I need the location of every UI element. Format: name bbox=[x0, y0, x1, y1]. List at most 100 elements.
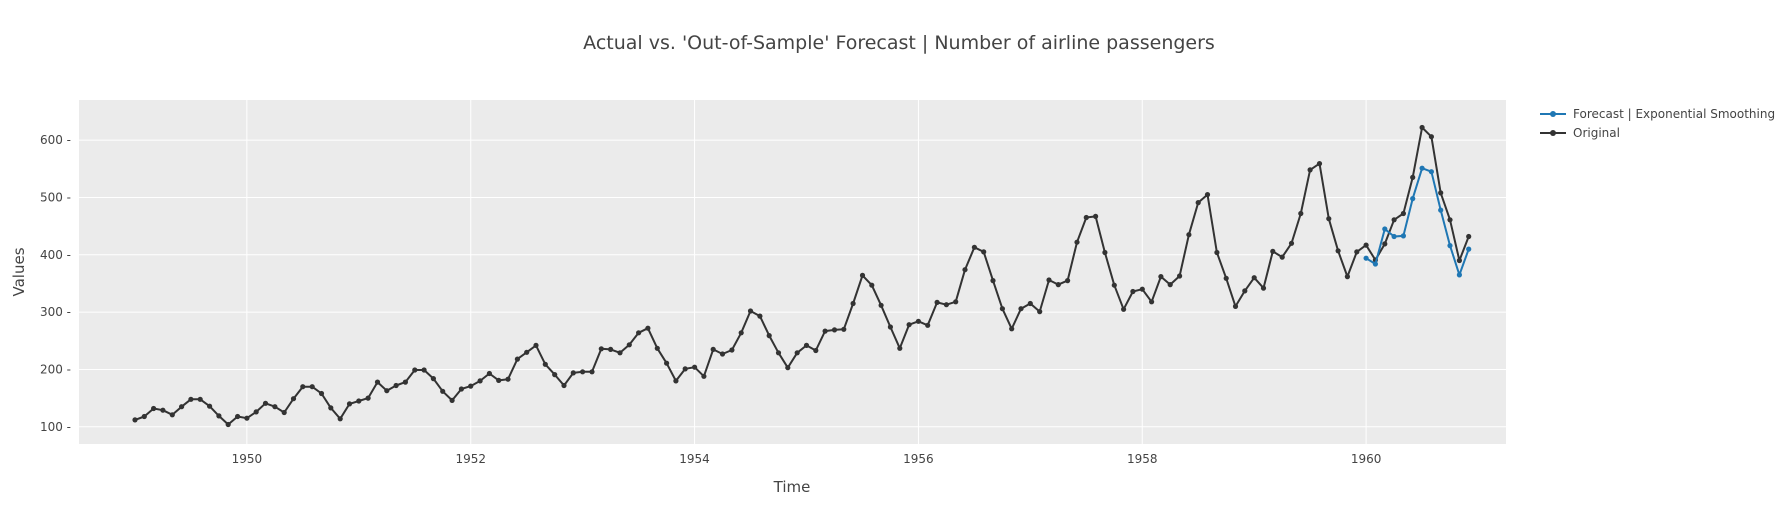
data-point-original[interactable] bbox=[514, 356, 521, 362]
legend-item-forecast[interactable]: Forecast | Exponential Smoothing bbox=[1540, 107, 1775, 121]
data-point-original[interactable] bbox=[468, 383, 474, 389]
data-point-forecast[interactable] bbox=[1410, 196, 1416, 202]
data-point-original[interactable] bbox=[393, 382, 399, 389]
data-point-original[interactable] bbox=[496, 377, 502, 383]
data-point-original[interactable] bbox=[1074, 239, 1080, 245]
data-point-original[interactable] bbox=[906, 322, 912, 328]
data-point-original[interactable] bbox=[1195, 200, 1201, 206]
data-point-original[interactable] bbox=[1270, 248, 1276, 254]
data-point-original[interactable] bbox=[747, 308, 754, 314]
legend-item-original[interactable]: Original bbox=[1540, 126, 1620, 140]
data-point-original[interactable] bbox=[505, 376, 511, 382]
data-point-original[interactable] bbox=[197, 396, 203, 402]
data-point-original[interactable] bbox=[1326, 216, 1332, 222]
data-point-original[interactable] bbox=[962, 267, 968, 273]
data-point-forecast[interactable] bbox=[1391, 233, 1397, 240]
data-point-original[interactable] bbox=[1428, 134, 1434, 140]
data-point-original[interactable] bbox=[440, 388, 446, 394]
data-point-original[interactable] bbox=[813, 347, 819, 354]
data-point-original[interactable] bbox=[1083, 214, 1089, 221]
data-point-original[interactable] bbox=[1186, 232, 1192, 238]
data-point-original[interactable] bbox=[1018, 306, 1024, 312]
data-point-original[interactable] bbox=[1251, 275, 1257, 281]
data-point-original[interactable] bbox=[1344, 274, 1350, 280]
data-point-original[interactable] bbox=[561, 382, 567, 389]
data-point-original[interactable] bbox=[589, 369, 595, 375]
data-point-forecast[interactable] bbox=[1372, 261, 1378, 267]
data-point-original[interactable] bbox=[542, 361, 548, 367]
data-point-original[interactable] bbox=[318, 390, 325, 397]
data-point-original[interactable] bbox=[971, 244, 978, 250]
data-point-original[interactable] bbox=[850, 300, 856, 307]
data-point-forecast[interactable] bbox=[1363, 255, 1369, 261]
data-point-original[interactable] bbox=[608, 346, 614, 352]
data-point-original[interactable] bbox=[598, 346, 604, 352]
data-point-original[interactable] bbox=[925, 322, 931, 328]
data-point-original[interactable] bbox=[1298, 210, 1304, 217]
data-point-original[interactable] bbox=[151, 405, 157, 412]
data-point-original[interactable] bbox=[1121, 306, 1127, 312]
data-point-original[interactable] bbox=[766, 333, 772, 339]
data-point-original[interactable] bbox=[290, 396, 297, 402]
data-point-original[interactable] bbox=[262, 400, 269, 406]
data-point-original[interactable] bbox=[1223, 275, 1229, 281]
data-point-original[interactable] bbox=[654, 345, 660, 351]
data-point-original[interactable] bbox=[934, 299, 940, 305]
data-point-original[interactable] bbox=[887, 324, 894, 330]
data-point-original[interactable] bbox=[346, 401, 353, 407]
data-point-original[interactable] bbox=[328, 405, 334, 411]
data-point-original[interactable] bbox=[943, 302, 950, 308]
data-point-original[interactable] bbox=[757, 313, 763, 319]
data-point-original[interactable] bbox=[1009, 326, 1015, 332]
data-point-original[interactable] bbox=[1260, 285, 1267, 291]
data-point-forecast[interactable] bbox=[1400, 233, 1406, 239]
data-point-original[interactable] bbox=[486, 370, 492, 377]
data-point-original[interactable] bbox=[430, 376, 436, 382]
data-point-original[interactable] bbox=[1177, 273, 1183, 279]
data-point-original[interactable] bbox=[524, 349, 530, 355]
data-point-original[interactable] bbox=[775, 350, 782, 356]
data-point-original[interactable] bbox=[1027, 300, 1033, 307]
data-point-original[interactable] bbox=[1167, 282, 1173, 288]
data-point-original[interactable] bbox=[141, 413, 147, 420]
data-point-original[interactable] bbox=[207, 403, 213, 409]
data-point-original[interactable] bbox=[682, 366, 688, 372]
data-point-original[interactable] bbox=[1093, 213, 1099, 219]
data-point-original[interactable] bbox=[1065, 278, 1071, 284]
data-point-original[interactable] bbox=[365, 395, 371, 401]
data-point-original[interactable] bbox=[1111, 282, 1117, 288]
data-point-original[interactable] bbox=[132, 417, 138, 423]
data-point-original[interactable] bbox=[1055, 282, 1061, 288]
data-point-original[interactable] bbox=[673, 378, 679, 384]
data-point-forecast[interactable] bbox=[1466, 246, 1472, 252]
data-point-original[interactable] bbox=[1046, 277, 1052, 283]
data-point-original[interactable] bbox=[1102, 249, 1108, 256]
data-point-original[interactable] bbox=[477, 378, 483, 384]
data-point-original[interactable] bbox=[1391, 217, 1397, 223]
data-point-original[interactable] bbox=[412, 367, 418, 373]
data-point-original[interactable] bbox=[701, 373, 707, 379]
data-point-forecast[interactable] bbox=[1419, 165, 1425, 171]
data-point-original[interactable] bbox=[281, 409, 287, 416]
data-point-original[interactable] bbox=[235, 413, 241, 420]
data-point-original[interactable] bbox=[253, 409, 259, 415]
data-point-original[interactable] bbox=[841, 326, 847, 332]
data-point-original[interactable] bbox=[738, 330, 744, 336]
data-point-original[interactable] bbox=[719, 351, 726, 357]
data-point-original[interactable] bbox=[981, 249, 987, 255]
data-point-original[interactable] bbox=[1466, 233, 1472, 240]
data-point-original[interactable] bbox=[1242, 288, 1248, 294]
data-point-original[interactable] bbox=[1410, 174, 1416, 180]
data-point-original[interactable] bbox=[729, 347, 735, 353]
data-point-original[interactable] bbox=[188, 396, 194, 402]
data-point-original[interactable] bbox=[1204, 192, 1211, 198]
data-point-original[interactable] bbox=[692, 364, 698, 370]
data-point-original[interactable] bbox=[570, 370, 576, 376]
data-point-original[interactable] bbox=[626, 342, 632, 348]
data-point-original[interactable] bbox=[384, 388, 390, 394]
data-point-original[interactable] bbox=[402, 379, 408, 385]
data-point-original[interactable] bbox=[1158, 274, 1164, 280]
data-point-original[interactable] bbox=[1288, 240, 1295, 246]
data-point-original[interactable] bbox=[999, 306, 1006, 312]
data-point-original[interactable] bbox=[915, 318, 922, 324]
